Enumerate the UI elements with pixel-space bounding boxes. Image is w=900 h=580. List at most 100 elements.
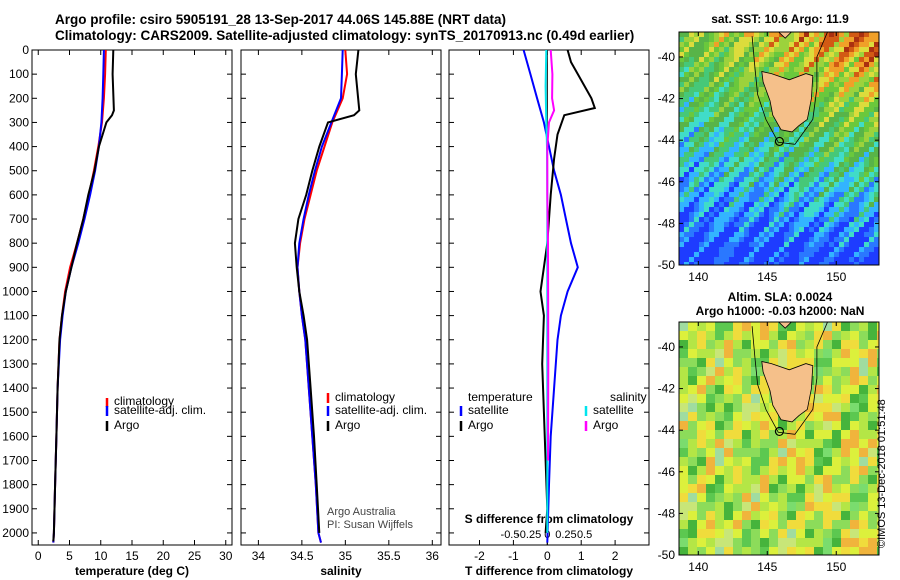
x-tick-label: 10 — [94, 549, 108, 563]
plot-frame — [31, 49, 233, 546]
depth-tick-label: 400 — [9, 140, 29, 154]
series-line-salinity-argo — [546, 50, 556, 461]
s-tick-label: -0.25 — [516, 529, 541, 541]
lat-tick-label: -44 — [658, 133, 676, 147]
series-group — [522, 50, 597, 543]
legend-head-salinity: salinity — [610, 390, 647, 404]
x-tick-label: 34 — [252, 549, 266, 563]
series-line-temperature-satellite — [522, 50, 579, 543]
sla-map: -40 -42 -44 -46 -48 -50 140 145 150 — [658, 321, 880, 574]
difference-panel: -2 -1 0 1 2T difference from climatology S di… — [448, 49, 650, 578]
depth-tick-label: 1000 — [2, 284, 29, 298]
title-line1: Argo profile: csiro 5905191_28 13-Sep-20… — [55, 12, 506, 27]
legend-salinity: climatology satellite-adj. clim. Argo Ar… — [326, 390, 427, 531]
legend-label-satellite: satellite-adj. clim. — [335, 403, 427, 417]
shelf-contour — [751, 32, 828, 145]
lat-tick-label: -42 — [658, 92, 676, 106]
depth-tick-label: 2000 — [2, 526, 29, 540]
legend-head-temperature: temperature — [468, 390, 533, 404]
map-field — [679, 322, 879, 555]
credit-line2: PI: Susan Wijffels — [327, 519, 413, 531]
legend-label-s-satellite: satellite — [593, 403, 634, 417]
lat-tick-label: -48 — [658, 216, 676, 230]
depth-tick-label: 500 — [9, 164, 29, 178]
x-tick-label: -1 — [508, 549, 519, 563]
depth-tick-label: 1700 — [2, 453, 29, 467]
x-tick-label: 1 — [578, 549, 585, 563]
credit-line1: Argo Australia — [327, 506, 396, 518]
depth-tick-label: 800 — [9, 236, 29, 250]
x-tick-label: 20 — [157, 549, 171, 563]
x-tick-label: 0 — [544, 549, 551, 563]
x-tick-label: 25 — [188, 549, 202, 563]
x-tick-label: 5 — [66, 549, 73, 563]
x-tick-label: 35 — [339, 549, 353, 563]
lat-tick-label: -46 — [658, 175, 676, 189]
map-frame — [678, 31, 880, 266]
copyright-stamp: ©IMOS 13-Dec-2018 01:51:48 — [876, 399, 888, 548]
x-axis-label: salinity — [320, 564, 362, 578]
depth-tick-label: 600 — [9, 188, 29, 202]
depth-tick-label: 0 — [22, 43, 29, 57]
legend-label-argo: Argo — [335, 418, 361, 432]
lat-tick-label: -46 — [658, 465, 676, 479]
depth-tick-label: 1500 — [2, 405, 29, 419]
map-frame — [678, 321, 880, 556]
plot-frame — [240, 49, 442, 546]
legend-label-climatology: climatology — [335, 390, 395, 404]
lon-tick-label: 140 — [688, 270, 708, 284]
x-axis-label: temperature (deg C) — [75, 564, 189, 578]
lat-tick-label: -48 — [658, 506, 676, 520]
x-tick-label: 15 — [125, 549, 139, 563]
series-group — [293, 50, 361, 543]
x-tick-label: 0 — [35, 549, 42, 563]
depth-tick-label: 300 — [9, 115, 29, 129]
land-tasmania — [761, 360, 814, 423]
depth-tick-label: 1900 — [2, 502, 29, 516]
x-tick-label: -2 — [474, 549, 485, 563]
temperature-panel: 0100200300400500600700800900100011001200… — [2, 43, 232, 578]
lon-tick-label: 150 — [826, 270, 846, 284]
float-position-marker — [774, 136, 785, 147]
x-tick-label: 34.5 — [290, 549, 314, 563]
series-line-satellite-adj-clim- — [296, 50, 344, 543]
sst-map-title: sat. SST: 10.6 Argo: 11.9 — [711, 12, 849, 26]
legend-label-argo: Argo — [114, 418, 140, 432]
lat-tick-label: -50 — [658, 548, 676, 562]
depth-tick-label: 1100 — [3, 309, 29, 323]
depth-tick-label: 1800 — [2, 478, 29, 492]
series-line-argo — [293, 50, 361, 533]
s-axis-label: S difference from climatology — [465, 512, 634, 526]
s-tick-label: 0.25 — [555, 529, 576, 541]
lon-tick-label: 150 — [826, 560, 846, 574]
lat-tick-label: -50 — [658, 258, 676, 272]
sla-map-title-line1: Altim. SLA: 0.0024 — [728, 290, 833, 304]
title-line2: Climatology: CARS2009. Satellite-adjuste… — [55, 28, 635, 43]
series-line-argo — [52, 50, 115, 542]
x-tick-label: 35.5 — [377, 549, 401, 563]
series-line-temperature-argo — [539, 50, 597, 533]
sla-map-title-line2: Argo h1000: -0.03 h2000: NaN — [696, 304, 865, 318]
depth-tick-label: 200 — [9, 91, 29, 105]
legend-label-t-satellite: satellite — [468, 403, 509, 417]
lat-tick-label: -44 — [658, 423, 676, 437]
depth-tick-label: 1400 — [2, 381, 29, 395]
map-field — [679, 32, 879, 265]
depth-tick-label: 100 — [9, 67, 29, 81]
lat-tick-label: -40 — [658, 50, 676, 64]
float-position-marker — [774, 426, 785, 437]
x-tick-label: 30 — [219, 549, 233, 563]
legend-label-climatology: climatology — [114, 394, 174, 408]
depth-tick-label: 900 — [9, 260, 29, 274]
lat-tick-label: -40 — [658, 340, 676, 354]
lon-tick-label: 145 — [757, 270, 777, 284]
legend-difference: temperature satellite Argo salinity sate… — [459, 390, 647, 432]
depth-tick-label: 1600 — [2, 429, 29, 443]
shelf-contour — [751, 322, 828, 435]
series-group — [52, 50, 115, 543]
salinity-panel: 34 34.5 35 35.5 36 salinity — [240, 49, 442, 578]
depth-tick-label: 1300 — [2, 357, 29, 371]
lon-tick-label: 145 — [757, 560, 777, 574]
lon-tick-label: 140 — [688, 560, 708, 574]
